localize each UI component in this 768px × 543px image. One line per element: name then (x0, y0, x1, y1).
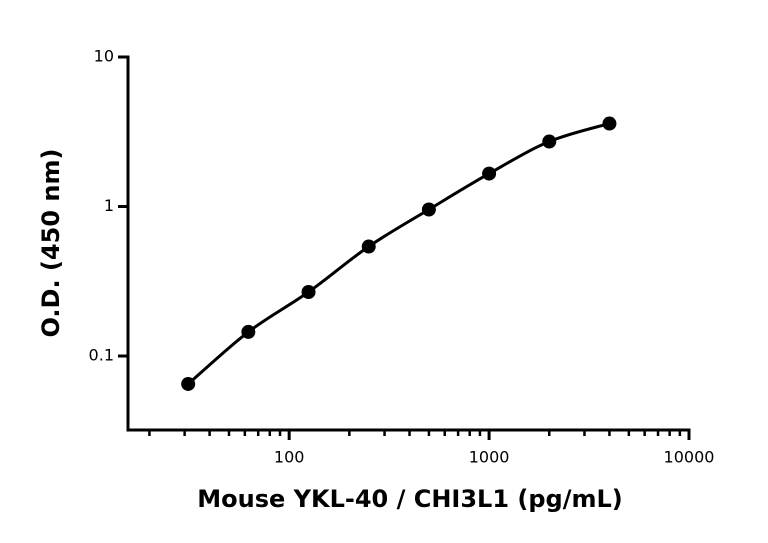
data-point (542, 134, 557, 149)
y-tick-label: 0.1 (89, 346, 114, 365)
data-point (241, 324, 256, 339)
data-point (421, 202, 436, 217)
data-point (602, 116, 617, 131)
x-tick-label: 1000 (469, 448, 510, 467)
data-point (181, 376, 196, 391)
data-point (482, 166, 497, 181)
y-axis-label: O.D. (450 nm) (37, 149, 65, 338)
x-tick-label: 100 (274, 448, 305, 467)
x-tick-label: 10000 (664, 448, 715, 467)
data-point (361, 239, 376, 254)
y-tick-label: 1 (104, 196, 114, 215)
fit-curve (187, 122, 610, 386)
data-point (301, 285, 316, 300)
x-axis-label: Mouse YKL-40 / CHI3L1 (pg/mL) (197, 485, 623, 513)
y-tick-label: 10 (94, 47, 114, 66)
